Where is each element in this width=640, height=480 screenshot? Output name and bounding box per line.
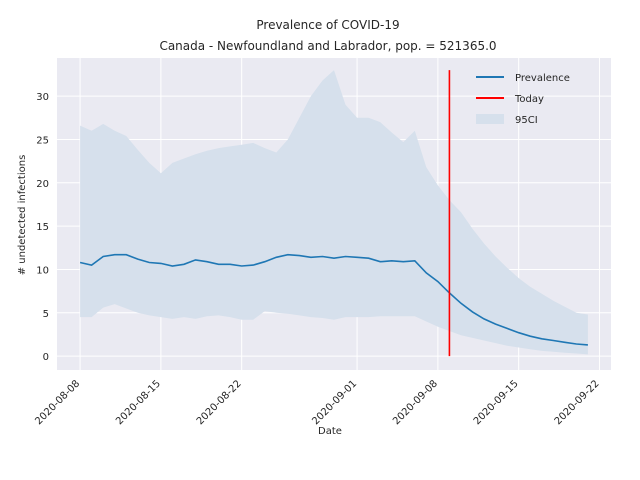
legend-95ci-label: 95CI bbox=[515, 115, 538, 126]
x-tick-label: 2020-09-01 bbox=[310, 378, 359, 427]
chart-subtitle: Canada - Newfoundland and Labrador, pop.… bbox=[159, 39, 496, 53]
x-axis-label: Date bbox=[318, 426, 342, 437]
y-tick-label: 15 bbox=[36, 222, 49, 233]
y-axis-label: # undetected infections bbox=[17, 155, 28, 276]
y-tick-label: 5 bbox=[43, 309, 49, 320]
y-tick-label: 25 bbox=[36, 135, 49, 146]
legend: Prevalence Today 95CI bbox=[476, 73, 570, 126]
series-lines bbox=[79, 70, 588, 357]
y-tick-label: 30 bbox=[36, 92, 49, 103]
y-tick-label: 0 bbox=[43, 352, 49, 363]
x-tick-label: 2020-09-08 bbox=[391, 378, 440, 427]
x-tick-label: 2020-08-08 bbox=[33, 378, 82, 427]
x-tick-label: 2020-09-15 bbox=[472, 378, 521, 427]
legend-today-label: Today bbox=[514, 94, 544, 105]
ci-band-group bbox=[80, 70, 588, 355]
x-tick-label: 2020-08-22 bbox=[195, 378, 244, 427]
y-tick-labels: 0 5 10 15 20 25 30 bbox=[36, 92, 49, 363]
prevalence-line bbox=[79, 253, 588, 346]
legend-prevalence-label: Prevalence bbox=[515, 73, 570, 84]
x-tick-label: 2020-09-22 bbox=[553, 378, 602, 427]
y-tick-label: 10 bbox=[36, 265, 49, 276]
x-tick-labels: 2020-08-08 2020-08-15 2020-08-22 2020-09-01… bbox=[33, 378, 601, 427]
legend-95ci-swatch bbox=[476, 114, 504, 124]
ci-band bbox=[80, 70, 588, 355]
y-tick-label: 20 bbox=[36, 179, 49, 190]
chart-title: Prevalence of COVID-19 bbox=[256, 18, 399, 32]
x-tick-label: 2020-08-15 bbox=[114, 378, 163, 427]
